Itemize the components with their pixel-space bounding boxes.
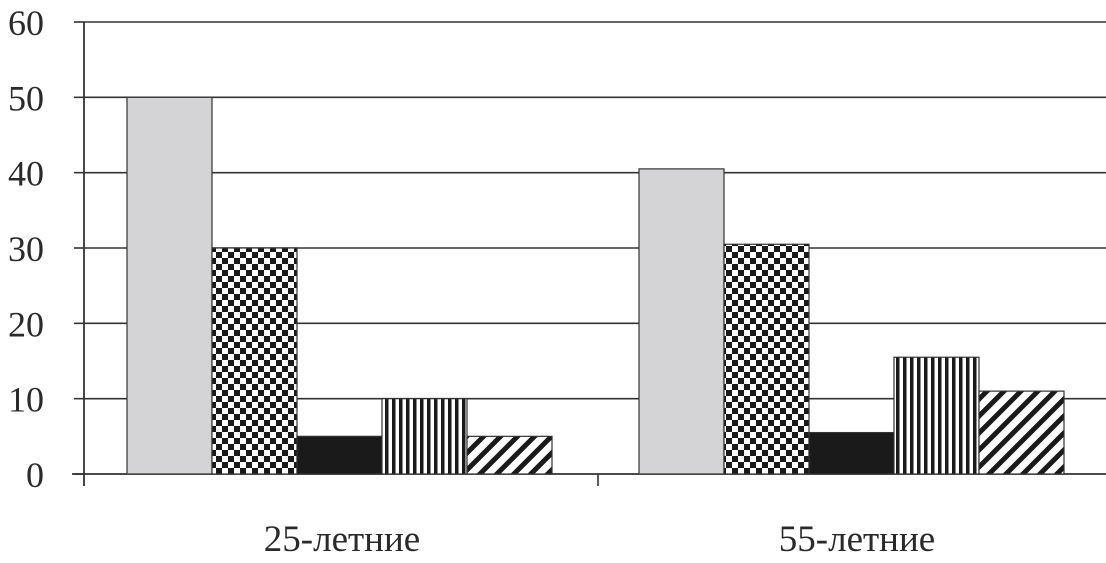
bar-1-series-1 xyxy=(126,96,213,475)
category-labels: 25-летние 55-летние xyxy=(264,519,935,560)
bar-2-series-1 xyxy=(638,168,725,475)
y-tick-labels: 0 10 20 30 40 50 60 xyxy=(8,3,44,495)
bar-1-series-2 xyxy=(211,247,298,475)
bars xyxy=(126,96,1065,475)
bar-2-series-4 xyxy=(893,356,980,475)
bar-1-series-4 xyxy=(381,398,468,475)
bar-1-series-3 xyxy=(296,435,383,475)
y-tick-label-20: 20 xyxy=(8,304,44,344)
bar-2-series-2 xyxy=(723,243,810,475)
y-tick-label-0: 0 xyxy=(26,455,44,495)
bar-2-series-3 xyxy=(808,431,895,475)
y-tick-label-10: 10 xyxy=(8,380,44,420)
y-tick-label-40: 40 xyxy=(8,154,44,194)
bar-1-series-5 xyxy=(466,435,553,475)
y-tick-label-60: 60 xyxy=(8,3,44,43)
bar-2-series-5 xyxy=(978,390,1065,475)
category-label-1: 25-летние xyxy=(264,519,420,560)
category-label-2: 55-летние xyxy=(779,519,935,560)
y-tick-label-30: 30 xyxy=(8,229,44,269)
y-tick-label-50: 50 xyxy=(8,78,44,118)
